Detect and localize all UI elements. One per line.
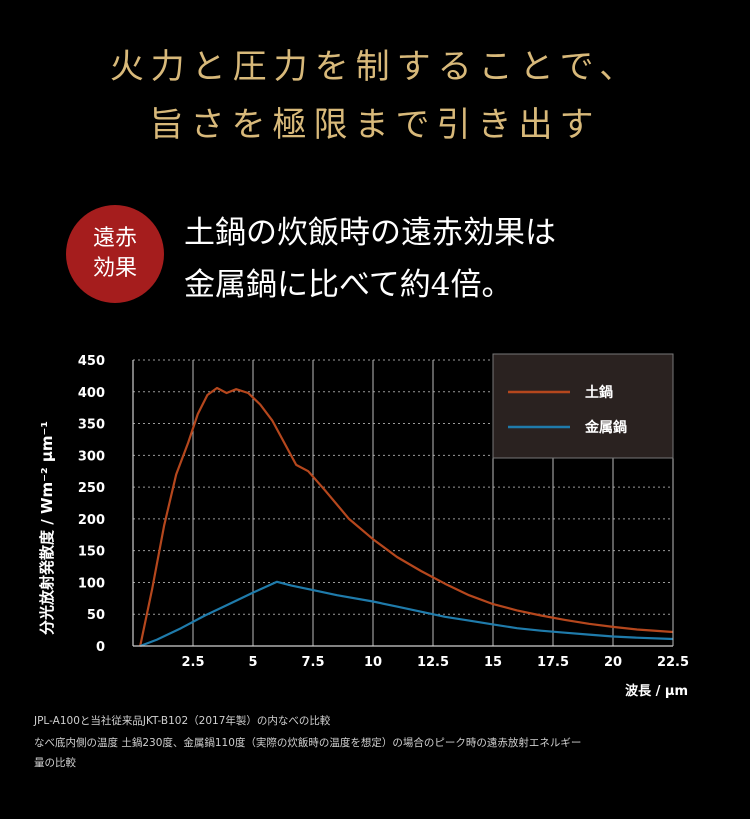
y-tick-label: 350 bbox=[78, 418, 105, 433]
footnote-line-1: JPL-A100と当社従来品JKT-B102（2017年製）の内なべの比較 bbox=[34, 715, 331, 727]
far-infrared-badge: 遠赤 効果 bbox=[66, 205, 164, 303]
x-tick-label: 10 bbox=[364, 655, 382, 670]
y-tick-label: 300 bbox=[78, 449, 105, 464]
badge-line-2: 効果 bbox=[92, 256, 137, 281]
y-tick-label: 100 bbox=[78, 576, 105, 591]
legend-label-donabe: 土鍋 bbox=[585, 384, 613, 401]
x-tick-label: 7.5 bbox=[301, 655, 324, 670]
y-tick-label: 450 bbox=[78, 354, 105, 369]
chart-series bbox=[139, 386, 674, 648]
x-axis-label: 波長 / μm bbox=[625, 683, 688, 699]
y-tick-label: 0 bbox=[96, 640, 105, 655]
lead-line-1: 土鍋の炊飯時の遠赤効果は bbox=[184, 215, 556, 251]
series-line-0 bbox=[139, 386, 674, 647]
lead-line-2: 金属鍋に比べて約4倍。 bbox=[184, 267, 513, 303]
emittance-chart: 0 50 100 150 200 250 300 350 400 450 2.5 5 7.5 10 12.5… bbox=[38, 353, 689, 699]
y-tick-label: 400 bbox=[78, 386, 105, 401]
footnote-line-3: 量の比較 bbox=[34, 757, 76, 769]
chart-legend: 土鍋 金属鍋 bbox=[492, 353, 674, 459]
x-tick-label: 22.5 bbox=[657, 655, 689, 670]
chart-tick-labels: 0 50 100 150 200 250 300 350 400 450 2.5 5 7.5 10 12.5… bbox=[78, 354, 689, 670]
x-tick-label: 12.5 bbox=[417, 655, 449, 670]
x-tick-label: 15 bbox=[484, 655, 502, 670]
series-line-1 bbox=[139, 580, 674, 648]
x-tick-label: 17.5 bbox=[537, 655, 569, 670]
footnote-line-2: なべ底内側の温度 土鍋230度、金属鍋110度（実際の炊飯時の温度を想定）の場合… bbox=[34, 737, 582, 749]
x-tick-label: 20 bbox=[604, 655, 622, 670]
y-axis-label: 分光放射発散度 / Wm⁻² μm⁻¹ bbox=[38, 421, 56, 635]
legend-label-metal: 金属鍋 bbox=[584, 419, 627, 436]
headline-line-1: 火力と圧力を制することで、 bbox=[109, 47, 641, 87]
y-tick-label: 200 bbox=[78, 513, 105, 528]
y-tick-label: 250 bbox=[78, 481, 105, 496]
badge-line-1: 遠赤 bbox=[92, 226, 137, 251]
x-tick-label: 2.5 bbox=[181, 655, 204, 670]
y-tick-label: 50 bbox=[87, 608, 105, 623]
chart-grid bbox=[133, 359, 673, 646]
x-tick-label: 5 bbox=[248, 655, 257, 670]
y-tick-label: 150 bbox=[78, 545, 105, 560]
headline-line-2: 旨さを極限まで引き出す bbox=[149, 105, 601, 145]
